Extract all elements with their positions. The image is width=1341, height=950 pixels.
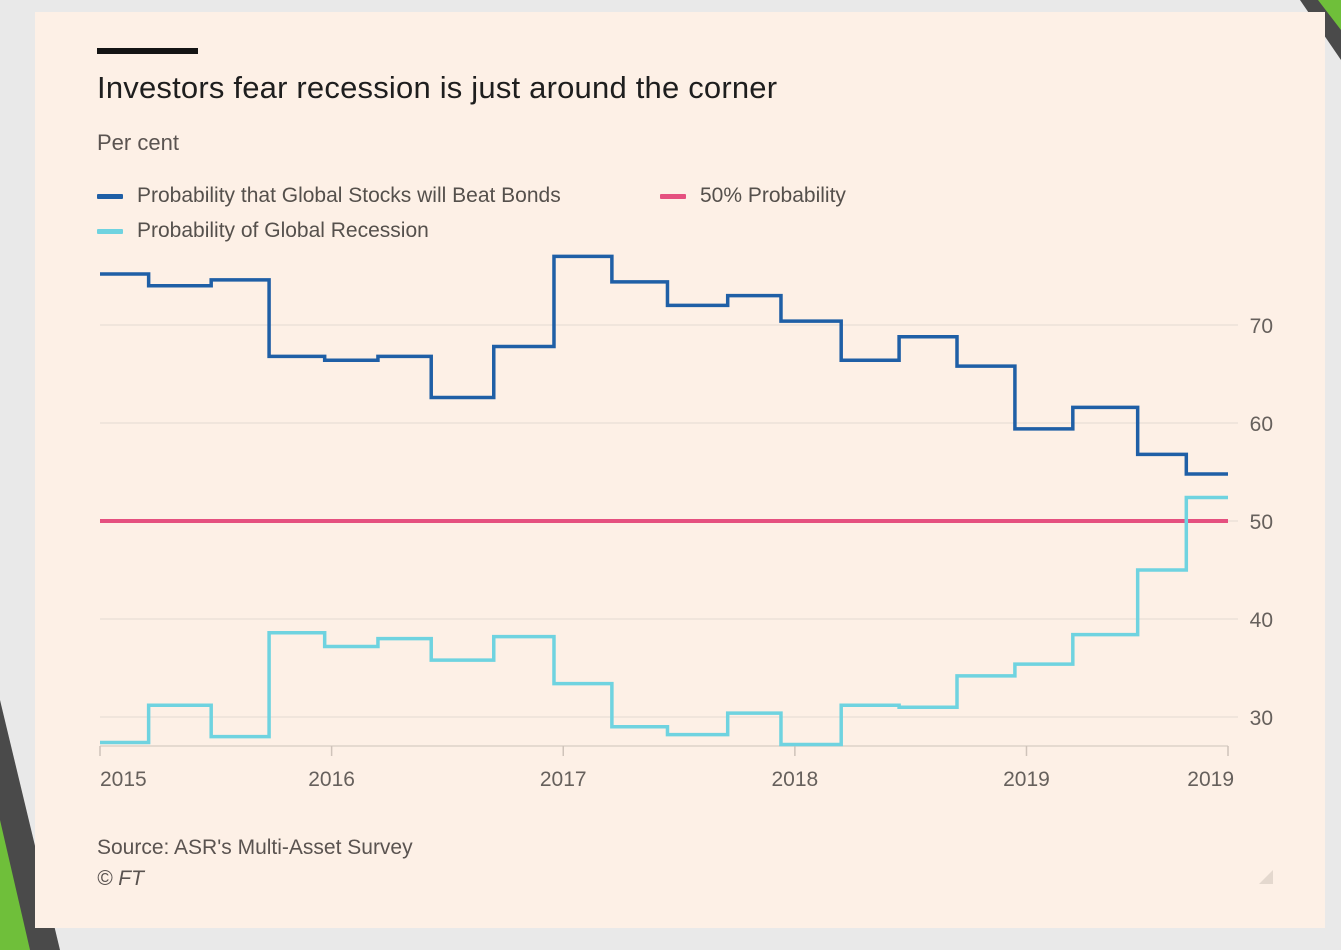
legend-label-threshold: 50% Probability [700, 184, 846, 207]
chart-card: Investors fear recession is just around … [35, 12, 1325, 928]
legend-swatch-threshold [660, 193, 686, 199]
x-tick-label-1: 2016 [308, 768, 355, 791]
x-tick-label-3: 2018 [772, 768, 819, 791]
legend-item-threshold: 50% Probability [660, 184, 846, 208]
x-tick-label-0: 2015 [100, 768, 147, 791]
legend-item-recession: Probability of Global Recession [97, 219, 429, 243]
legend-label-stocks: Probability that Global Stocks will Beat… [137, 184, 561, 207]
title-accent-bar [97, 48, 198, 54]
legend-label-recession: Probability of Global Recession [137, 219, 429, 242]
chart-title: Investors fear recession is just around … [97, 70, 778, 105]
legend-item-stocks: Probability that Global Stocks will Beat… [97, 184, 561, 208]
resize-handle-icon[interactable] [1259, 870, 1273, 884]
x-tick-label-4: 2019 [1003, 768, 1050, 791]
x-tick-label-5: 2019 [1187, 768, 1234, 791]
chart-plot: 30 40 50 60 70 2015 2016 2017 2018 2019 2019 [99, 254, 1273, 791]
y-tick-label-70: 70 [1250, 315, 1273, 338]
y-tick-label-50: 50 [1250, 511, 1273, 534]
legend-swatch-stocks [97, 193, 123, 199]
y-tick-label-40: 40 [1250, 609, 1273, 632]
chart-subtitle: Per cent [97, 130, 179, 155]
series-line-recession [100, 495, 1228, 747]
legend-swatch-recession [97, 228, 123, 234]
y-tick-label-60: 60 [1250, 413, 1273, 436]
series-line-stocks [100, 254, 1228, 476]
source-note: Source: ASR's Multi-Asset Survey [97, 836, 413, 859]
credit-note: © FT [97, 867, 144, 890]
x-tick-label-2: 2017 [540, 768, 587, 791]
y-tick-label-30: 30 [1250, 707, 1273, 730]
